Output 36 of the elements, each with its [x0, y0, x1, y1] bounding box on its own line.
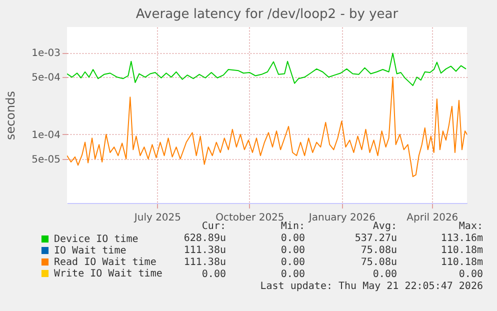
text: 0.00	[458, 269, 483, 281]
text: 537.27u	[354, 233, 397, 245]
text: 110.18m	[440, 257, 483, 269]
x-tick-label: April 2026	[406, 212, 458, 224]
text: 0.00	[280, 269, 305, 281]
y-axis-title: seconds	[4, 90, 18, 140]
text: 0.00	[202, 269, 226, 281]
text: 628.89u	[184, 233, 226, 245]
text: 75.08u	[360, 245, 397, 257]
text: 110.18m	[440, 245, 483, 257]
line-series	[67, 52, 466, 86]
text: 0.00	[372, 269, 397, 281]
text: Max:	[458, 221, 483, 233]
legend-label: Device IO time	[54, 234, 138, 245]
text: Min:	[280, 221, 305, 233]
line-series	[67, 76, 467, 178]
text: Cur:	[202, 221, 226, 233]
y-tick-label: 1e-03	[32, 48, 60, 60]
text: 111.38u	[184, 245, 226, 257]
legend-label: Read IO Wait time	[54, 257, 156, 268]
legend-label: IO Wait time	[54, 246, 126, 256]
text: 0.00	[280, 245, 305, 257]
text: Avg:	[372, 221, 397, 233]
x-tick-label: July 2025	[133, 212, 182, 224]
text: Last update: Thu May 21 22:05:47 2026	[260, 281, 483, 293]
x-tick-label: January 2026	[308, 212, 376, 224]
text: 0.00	[280, 233, 305, 245]
y-tick-label: 5e-05	[32, 154, 60, 166]
y-tick-label: 5e-04	[32, 72, 60, 84]
text: 0.00	[280, 257, 305, 269]
chart-title: Average latency for /dev/loop2 - by year	[136, 7, 399, 22]
legend-label: Write IO Wait time	[54, 268, 162, 280]
text: 111.38u	[184, 257, 226, 269]
text: 113.16m	[440, 233, 483, 245]
text: 75.08u	[360, 257, 397, 269]
y-tick-label: 1e-04	[32, 130, 60, 141]
